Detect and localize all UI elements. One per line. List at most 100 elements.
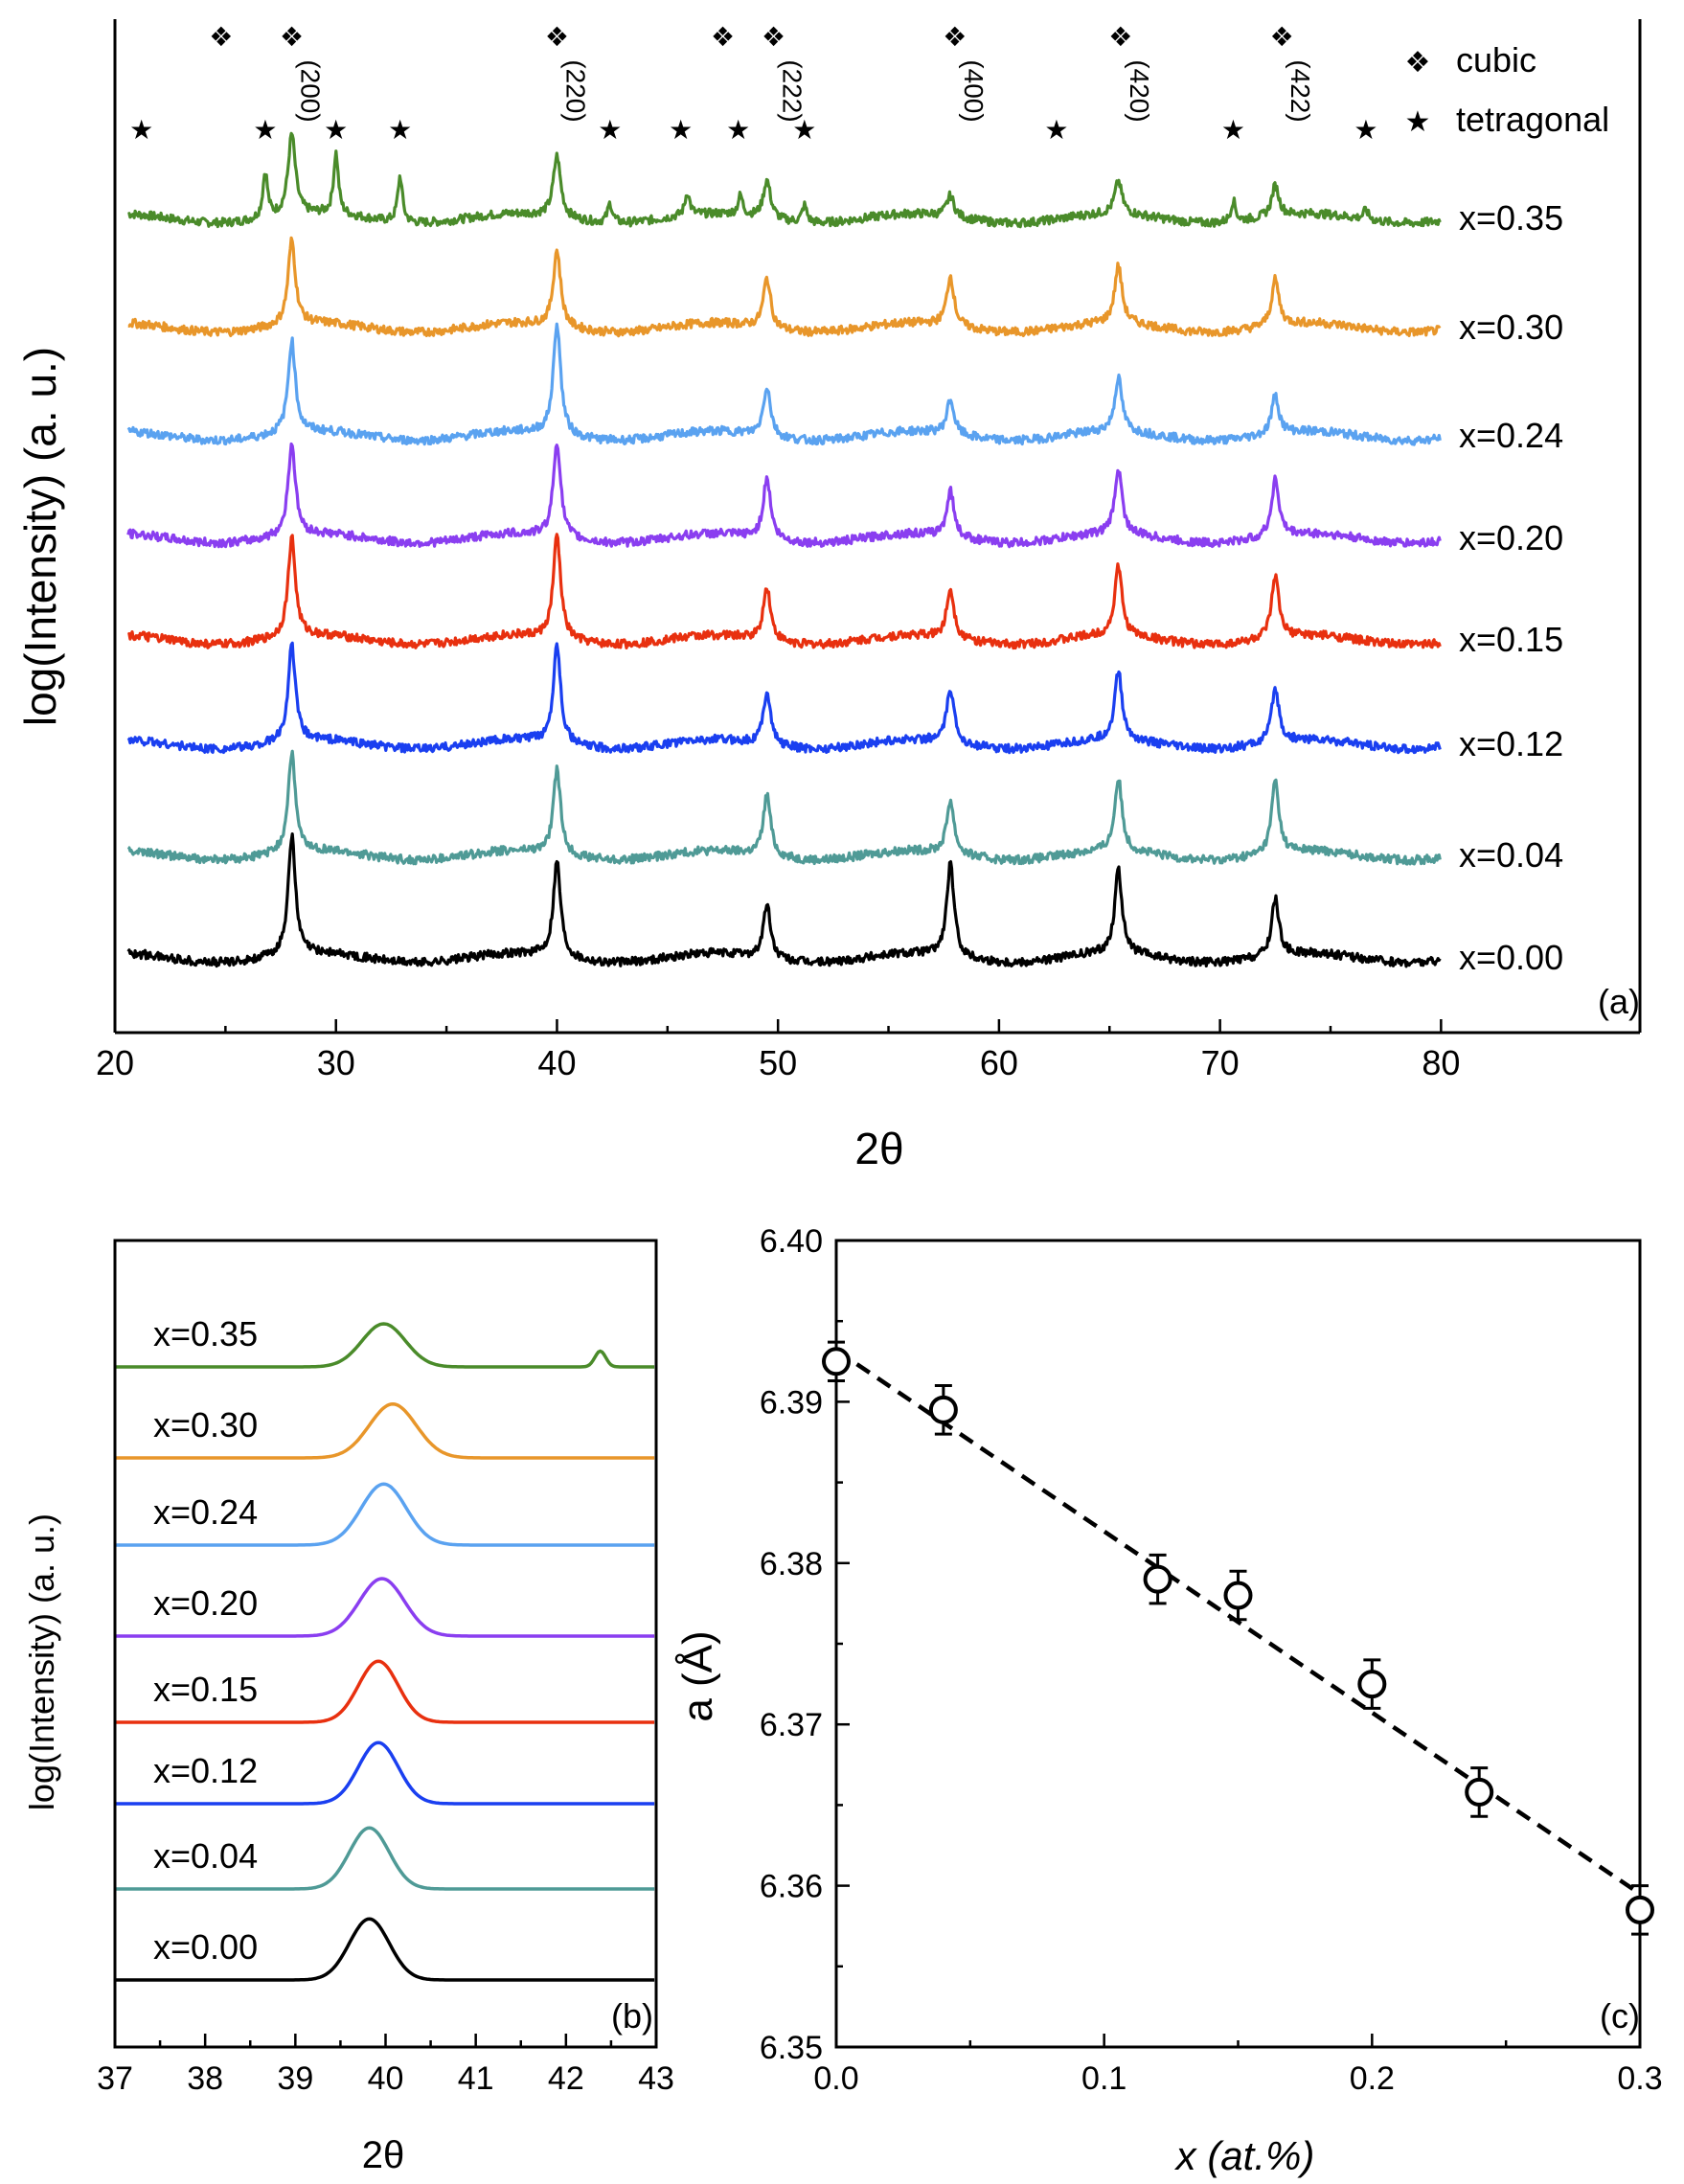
- panel-b-x-tick-label: 41: [458, 2060, 494, 2097]
- tetragonal-marker: ★: [1044, 115, 1068, 145]
- panel-b-x-axis: 37 38 39 40 41 42 43: [97, 1239, 674, 2097]
- panel-c-x-tick-label: 0.2: [1350, 2060, 1395, 2097]
- panel-c-fit-line: [834, 1348, 1642, 1896]
- panel-c-y-tick-label: 6.39: [760, 1384, 823, 1421]
- panel-a-x-axis: 20 30 40 50 60 70 80: [96, 19, 1642, 1082]
- hkl-label: (420): [1125, 59, 1154, 122]
- panel-c-x-tick-label: 0.1: [1081, 2060, 1126, 2097]
- panel-b-series-labels: x=0.35 x=0.30 x=0.24 x=0.20 x=0.15 x=0.12 x=0.…: [153, 1314, 258, 1967]
- legend-label: cubic: [1456, 40, 1536, 80]
- panel-a-series-label: x=0.30: [1459, 307, 1563, 347]
- panel-a-x-tick-label: 50: [759, 1043, 797, 1082]
- tetragonal-marker: ★: [792, 115, 816, 145]
- tetragonal-marker: ★: [324, 115, 348, 145]
- panel-b-x-tick-label: 42: [548, 2060, 584, 2097]
- panel-c-points: [822, 1340, 1654, 1936]
- panel-c-axes: 0.0 0.1 0.2 0.3 6.35 6.36 6.37 6.38 6.39 6.40: [760, 1223, 1663, 2097]
- panel-b-series-x=0.20: [115, 1577, 655, 1638]
- panel-a-series-label: x=0.15: [1459, 620, 1563, 659]
- tetragonal-marker: ★: [598, 115, 622, 145]
- panel-b-series-x=0.00: [115, 1917, 655, 1982]
- panel-c-frame: [834, 1239, 1642, 2049]
- tetragonal-marker: ★: [253, 115, 277, 145]
- cubic-marker: ❖: [280, 22, 304, 52]
- panel-b-series-label: x=0.20: [153, 1583, 258, 1623]
- tetragonal-marker: ★: [1354, 115, 1377, 145]
- panel-b-series-x=0.24: [115, 1482, 655, 1547]
- panel-c-label: (c): [1600, 1996, 1640, 2036]
- panel-a-series-labels: x=0.35 x=0.30 x=0.24 x=0.20 x=0.15 x=0.12 x=0.…: [1459, 198, 1563, 977]
- panel-a-y-label: log(Intensity) (a. u.): [15, 347, 65, 726]
- panel-b-series-x=0.30: [115, 1402, 655, 1460]
- hkl-label: (400): [959, 59, 989, 122]
- panel-a-x-label: 2θ: [854, 1124, 903, 1173]
- panel-b-series-label: x=0.24: [153, 1492, 258, 1532]
- data-point: [822, 1347, 851, 1376]
- legend-label: tetragonal: [1456, 100, 1609, 139]
- tetragonal-marker: ★: [1221, 115, 1245, 145]
- data-point: [1357, 1670, 1387, 1699]
- panel-a-series-label: x=0.00: [1459, 938, 1563, 977]
- panel-b-series-label: x=0.15: [153, 1670, 258, 1709]
- panel-c-x-tick-label: 0.0: [813, 2060, 858, 2097]
- panel-b-series-x=0.35: [115, 1322, 655, 1369]
- cubic-marker: ❖: [209, 22, 233, 52]
- panel-b-series-label: x=0.30: [153, 1405, 258, 1445]
- panel-b-x-tick-label: 38: [187, 2060, 223, 2097]
- panel-b-zoom-220: x=0.35 x=0.30 x=0.24 x=0.20 x=0.15 x=0.12 x=0.…: [22, 1239, 674, 2176]
- panel-b-curves: [115, 1322, 655, 1982]
- panel-a-series-label: x=0.24: [1459, 416, 1563, 455]
- cubic-marker: ❖: [1108, 22, 1132, 52]
- data-point: [928, 1395, 958, 1424]
- panel-a-legend: ❖ cubic ★ tetragonal: [1405, 40, 1610, 139]
- cubic-marker: ❖: [762, 22, 785, 52]
- panel-a-series-x=0.30: [127, 236, 1442, 338]
- panel-a-x-tick-label: 40: [537, 1043, 576, 1082]
- tetragonal-marker: ★: [669, 115, 693, 145]
- panel-b-series-x=0.15: [115, 1659, 655, 1724]
- panel-c-y-tick-label: 6.36: [760, 1869, 823, 1905]
- hkl-label: (220): [560, 59, 590, 122]
- panel-b-series-label: x=0.35: [153, 1314, 258, 1354]
- panel-a-series-x=0.35: [127, 131, 1442, 229]
- panel-a-label: (a): [1598, 982, 1640, 1021]
- hkl-label: (222): [778, 59, 808, 122]
- panel-b-x-tick-label: 37: [97, 2060, 133, 2097]
- data-point: [1465, 1777, 1494, 1807]
- tetragonal-marker: ★: [388, 115, 412, 145]
- panel-c-y-tick-label: 6.38: [760, 1546, 823, 1582]
- panel-c-y-tick-label: 6.40: [760, 1223, 823, 1260]
- panel-c-y-label: a (Å): [674, 1630, 721, 1721]
- panel-b-frame: [113, 1239, 658, 2049]
- data-point: [1626, 1895, 1654, 1924]
- panel-c-lattice-parameter: 0.0 0.1 0.2 0.3 6.35 6.36 6.37 6.38 6.39 6.40 (c)…: [674, 1223, 1663, 2178]
- cubic-marker: ❖: [1270, 22, 1294, 52]
- panel-a-phase-markers: ❖ ❖ ❖ ❖ ❖ ❖ ❖ ❖ ★ ★ ★ ★ ★ ★ ★ ★ ★ ★ ★: [129, 22, 1377, 145]
- panel-b-x-tick-label: 43: [638, 2060, 674, 2097]
- panel-b-series-x=0.12: [115, 1740, 655, 1806]
- panel-a-series-x=0.12: [126, 641, 1442, 755]
- panel-a-series-x=0.00: [126, 832, 1442, 968]
- panel-a-x-tick-label: 20: [96, 1043, 134, 1082]
- panel-b-label: (b): [611, 1996, 653, 2036]
- panel-b-series-x=0.04: [115, 1826, 655, 1891]
- cubic-marker: ❖: [943, 22, 967, 52]
- panel-a-xrd-patterns: ❖ ❖ ❖ ❖ ❖ ❖ ❖ ❖ ★ ★ ★ ★ ★ ★ ★ ★ ★ ★ ★ (200) (220) (222) (400)…: [15, 19, 1642, 1173]
- panel-a-x-tick-label: 70: [1201, 1043, 1240, 1082]
- panel-a-hkl-labels: (200) (220) (222) (400) (420) (422): [296, 59, 1316, 122]
- tetragonal-marker: ★: [129, 115, 153, 145]
- panel-a-x-tick-label: 80: [1422, 1043, 1460, 1082]
- panel-c-y-tick-label: 6.35: [760, 2030, 823, 2066]
- cubic-marker: ❖: [545, 22, 569, 52]
- hkl-label: (200): [296, 59, 326, 122]
- panel-b-x-label: 2θ: [362, 2134, 405, 2176]
- panel-a-series-label: x=0.20: [1459, 518, 1563, 557]
- legend-symbol: ❖: [1405, 47, 1431, 79]
- panel-b-series-label: x=0.12: [153, 1751, 258, 1790]
- panel-a-curves: [126, 131, 1442, 968]
- panel-b-x-tick-label: 40: [368, 2060, 404, 2097]
- panel-b-y-label: log(Intensity) (a. u.): [22, 1513, 61, 1810]
- legend-symbol: ★: [1405, 106, 1431, 138]
- panel-b-series-label: x=0.04: [153, 1836, 258, 1876]
